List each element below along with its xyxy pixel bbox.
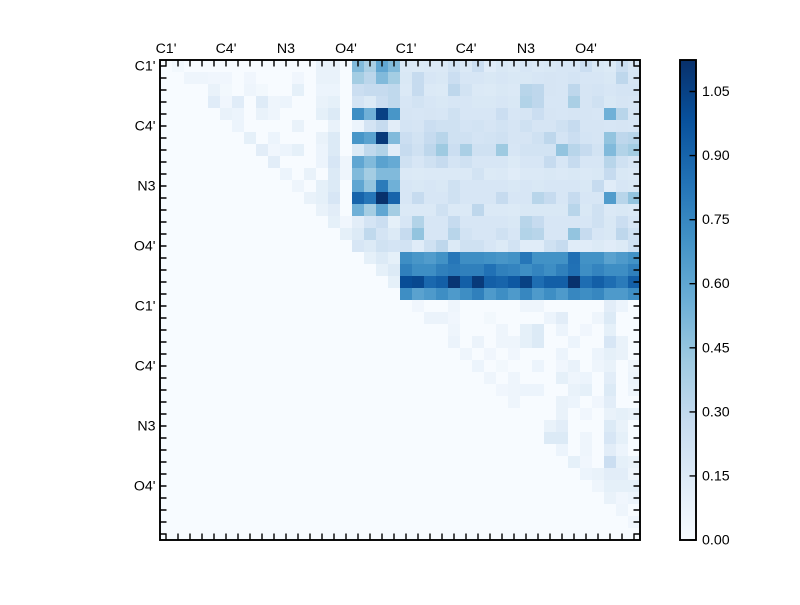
svg-text:O4': O4' — [134, 479, 156, 495]
svg-text:0.00: 0.00 — [702, 533, 730, 549]
svg-text:0.30: 0.30 — [702, 404, 730, 420]
svg-text:1.05: 1.05 — [702, 84, 730, 100]
svg-text:O4': O4' — [335, 41, 357, 57]
svg-text:O4': O4' — [575, 41, 597, 57]
svg-text:C1': C1' — [135, 59, 156, 75]
svg-text:C4': C4' — [216, 41, 237, 57]
svg-text:N3: N3 — [517, 41, 535, 57]
svg-text:N3: N3 — [137, 179, 155, 195]
svg-text:0.90: 0.90 — [702, 148, 730, 164]
svg-text:0.15: 0.15 — [702, 468, 730, 484]
svg-text:O4': O4' — [134, 239, 156, 255]
svg-text:0.60: 0.60 — [702, 276, 730, 292]
svg-text:N3: N3 — [277, 41, 295, 57]
svg-text:C1': C1' — [156, 41, 177, 57]
svg-text:0.45: 0.45 — [702, 340, 730, 356]
svg-text:C4': C4' — [135, 359, 156, 375]
svg-text:C4': C4' — [135, 119, 156, 135]
svg-text:N3: N3 — [137, 419, 155, 435]
svg-text:0.75: 0.75 — [702, 212, 730, 228]
svg-text:C1': C1' — [135, 299, 156, 315]
svg-text:C4': C4' — [456, 41, 477, 57]
svg-text:C1': C1' — [396, 41, 417, 57]
